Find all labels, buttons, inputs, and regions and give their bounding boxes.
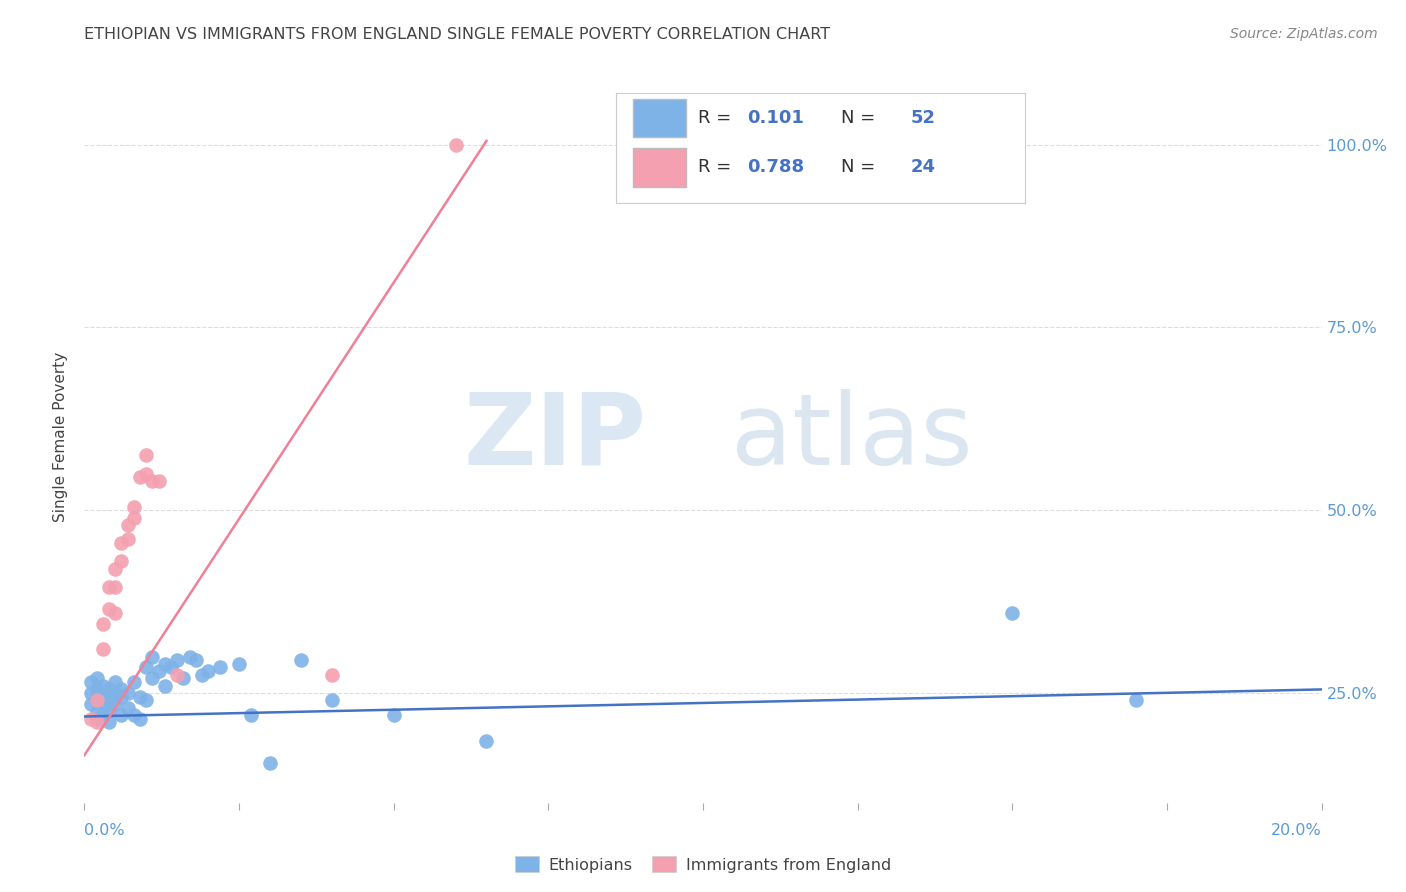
Point — [129, 690, 152, 704]
Point — [91, 690, 114, 704]
Point — [135, 660, 157, 674]
Point — [98, 580, 121, 594]
Point — [91, 679, 114, 693]
Point — [110, 690, 132, 704]
Point — [184, 653, 207, 667]
Point — [79, 712, 101, 726]
Bar — [633, 99, 686, 137]
Point — [117, 686, 139, 700]
Point — [160, 660, 183, 674]
Point — [104, 697, 127, 711]
Point — [110, 554, 132, 568]
Point — [91, 708, 114, 723]
Point — [110, 536, 132, 550]
Point — [122, 510, 145, 524]
Point — [179, 649, 201, 664]
Point — [98, 715, 121, 730]
Point — [135, 449, 157, 463]
Point — [141, 474, 163, 488]
Point — [104, 675, 127, 690]
Point — [79, 675, 101, 690]
Text: 0.788: 0.788 — [747, 159, 804, 177]
Point — [166, 667, 188, 681]
Text: 0.0%: 0.0% — [84, 823, 125, 838]
Point — [98, 693, 121, 707]
Bar — [633, 148, 686, 186]
Point — [117, 533, 139, 547]
Point — [141, 649, 163, 664]
Point — [197, 664, 219, 678]
Point — [382, 708, 405, 723]
Point — [91, 642, 114, 657]
Point — [122, 500, 145, 514]
Point — [122, 708, 145, 723]
Point — [290, 653, 312, 667]
Legend: Ethiopians, Immigrants from England: Ethiopians, Immigrants from England — [509, 850, 897, 879]
Point — [110, 708, 132, 723]
Text: R =: R = — [697, 109, 737, 127]
Point — [321, 667, 343, 681]
Text: ZIP: ZIP — [463, 389, 645, 485]
Point — [129, 712, 152, 726]
Point — [240, 708, 263, 723]
Point — [79, 686, 101, 700]
Point — [122, 675, 145, 690]
Point — [86, 693, 108, 707]
Point — [117, 700, 139, 714]
Text: N =: N = — [841, 159, 882, 177]
Text: 24: 24 — [910, 159, 935, 177]
Point — [259, 756, 281, 770]
Point — [148, 664, 170, 678]
Point — [86, 705, 108, 719]
Text: 52: 52 — [910, 109, 935, 127]
Point — [110, 682, 132, 697]
Point — [141, 672, 163, 686]
Point — [153, 657, 176, 671]
Point — [104, 580, 127, 594]
Point — [98, 602, 121, 616]
Point — [1125, 693, 1147, 707]
Point — [117, 517, 139, 532]
Point — [135, 693, 157, 707]
Point — [86, 690, 108, 704]
Point — [86, 712, 108, 726]
Point — [91, 616, 114, 631]
Text: ETHIOPIAN VS IMMIGRANTS FROM ENGLAND SINGLE FEMALE POVERTY CORRELATION CHART: ETHIOPIAN VS IMMIGRANTS FROM ENGLAND SIN… — [84, 27, 831, 42]
Text: N =: N = — [841, 109, 882, 127]
Point — [475, 733, 498, 747]
Point — [135, 467, 157, 481]
Point — [209, 660, 232, 674]
Point — [153, 679, 176, 693]
Point — [86, 672, 108, 686]
Point — [148, 474, 170, 488]
Text: Source: ZipAtlas.com: Source: ZipAtlas.com — [1230, 27, 1378, 41]
Text: atlas: atlas — [731, 389, 973, 485]
Point — [98, 705, 121, 719]
Point — [91, 700, 114, 714]
Point — [172, 672, 194, 686]
Point — [104, 562, 127, 576]
Point — [104, 606, 127, 620]
Point — [86, 715, 108, 730]
Point — [191, 667, 214, 681]
Point — [228, 657, 250, 671]
Point — [166, 653, 188, 667]
Point — [321, 693, 343, 707]
Point — [86, 682, 108, 697]
Y-axis label: Single Female Poverty: Single Female Poverty — [53, 352, 69, 522]
Text: R =: R = — [697, 159, 737, 177]
Point — [79, 697, 101, 711]
Point — [129, 470, 152, 484]
Point — [444, 137, 467, 152]
Text: 0.101: 0.101 — [747, 109, 804, 127]
Point — [98, 682, 121, 697]
Point — [1001, 606, 1024, 620]
Text: 20.0%: 20.0% — [1271, 823, 1322, 838]
Point — [104, 686, 127, 700]
